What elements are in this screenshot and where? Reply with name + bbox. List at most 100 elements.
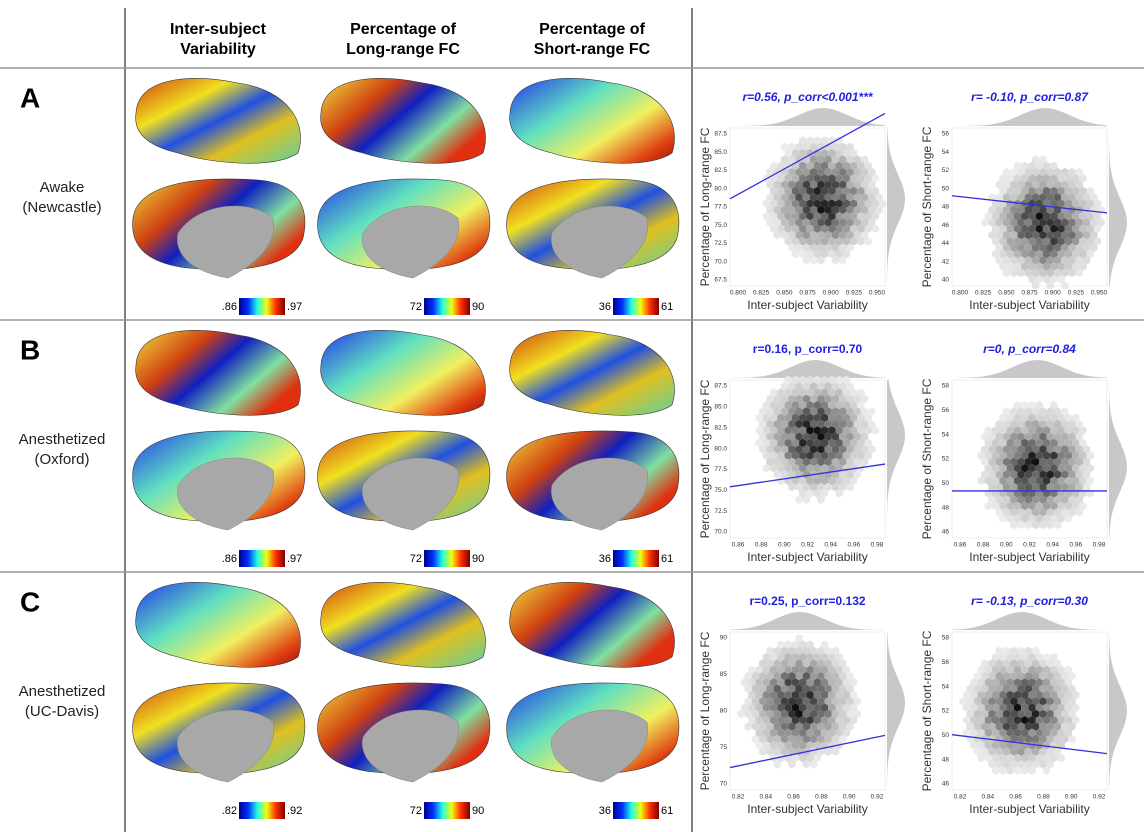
- row-label: Anesthetized: [19, 683, 106, 700]
- x-axis-label: Inter-subject Variability: [747, 298, 868, 312]
- y-tick-label: 75.0: [714, 487, 727, 494]
- x-tick-label: 0.950: [1091, 290, 1108, 297]
- marginal-hist: [730, 612, 885, 630]
- y-tick-label: 50: [942, 480, 950, 487]
- x-tick-label: 0.90: [843, 794, 856, 801]
- x-tick-label: 0.84: [981, 794, 994, 801]
- colorbar-min: .86: [222, 553, 237, 565]
- marginal-hist: [887, 632, 905, 790]
- x-tick-label: 0.850: [776, 290, 793, 297]
- x-tick-label: 0.86: [732, 542, 745, 549]
- y-tick-label: 56: [942, 131, 950, 138]
- x-axis-label: Inter-subject Variability: [969, 298, 1090, 312]
- x-tick-label: 0.98: [1093, 542, 1106, 549]
- colorbar: [239, 802, 285, 819]
- y-axis-label: Percentage of Long-range FC: [698, 127, 712, 286]
- x-tick-label: 0.86: [954, 542, 967, 549]
- y-tick-label: 72.5: [714, 240, 727, 247]
- x-tick-label: 0.88: [815, 794, 828, 801]
- row-label: Anesthetized: [19, 431, 106, 448]
- y-tick-label: 52: [942, 167, 950, 174]
- x-tick-label: 0.800: [730, 290, 747, 297]
- y-tick-label: 42: [942, 258, 950, 265]
- x-tick-label: 0.88: [755, 542, 768, 549]
- colorbar-max: .97: [287, 301, 302, 313]
- x-tick-label: 0.92: [801, 542, 814, 549]
- x-tick-label: 0.950: [869, 290, 886, 297]
- x-tick-label: 0.90: [1000, 542, 1013, 549]
- colorbar-max: .97: [287, 553, 302, 565]
- y-tick-label: 70.0: [714, 258, 727, 265]
- y-tick-label: 85: [720, 671, 728, 678]
- colorbar: [613, 550, 659, 567]
- x-tick-label: 0.84: [759, 794, 772, 801]
- x-tick-label: 0.90: [778, 542, 791, 549]
- x-tick-label: 0.875: [1021, 290, 1038, 297]
- y-tick-label: 85.0: [714, 404, 727, 411]
- x-tick-label: 0.92: [1023, 542, 1036, 549]
- y-tick-label: 87.5: [714, 131, 727, 138]
- colorbar-min: 36: [599, 553, 611, 565]
- colorbar-min: 36: [599, 301, 611, 313]
- y-tick-label: 52: [942, 708, 950, 715]
- column-header: Variability: [180, 41, 256, 58]
- y-tick-label: 67.5: [714, 277, 727, 284]
- colorbar-max: 90: [472, 301, 484, 313]
- y-tick-label: 50: [942, 732, 950, 739]
- x-tick-label: 0.94: [824, 542, 837, 549]
- plot-title: r=0.56, p_corr<0.001***: [742, 90, 873, 104]
- x-axis-label: Inter-subject Variability: [747, 802, 868, 816]
- y-tick-label: 48: [942, 504, 950, 511]
- y-tick-label: 58: [942, 635, 950, 642]
- y-tick-label: 40: [942, 277, 950, 284]
- column-header: Inter-subject: [170, 21, 267, 38]
- brain-lateral: [510, 330, 675, 415]
- x-tick-label: 0.96: [1070, 542, 1083, 549]
- colorbar: [424, 802, 470, 819]
- y-tick-label: 70: [720, 781, 728, 788]
- brain-lateral: [321, 78, 486, 163]
- brain-lateral: [136, 330, 301, 415]
- colorbar-max: 61: [661, 805, 673, 817]
- y-tick-label: 80: [720, 708, 728, 715]
- colorbar-min: .82: [222, 805, 237, 817]
- column-header: Percentage of: [350, 21, 456, 38]
- y-tick-label: 46: [942, 222, 950, 229]
- row-label: Awake: [40, 179, 85, 196]
- y-axis-label: Percentage of Long-range FC: [698, 631, 712, 790]
- y-tick-label: 54: [942, 149, 950, 156]
- colorbar-min: 72: [410, 301, 422, 313]
- y-tick-label: 50: [942, 185, 950, 192]
- figure: Inter-subjectVariabilityPercentage ofLon…: [0, 0, 1144, 832]
- y-tick-label: 56: [942, 407, 950, 414]
- x-tick-label: 0.900: [1045, 290, 1062, 297]
- colorbar-max: .92: [287, 805, 302, 817]
- colorbar-max: 90: [472, 553, 484, 565]
- y-tick-label: 85.0: [714, 149, 727, 156]
- column-header: Percentage of: [539, 21, 645, 38]
- x-tick-label: 0.800: [952, 290, 969, 297]
- x-tick-label: 0.825: [975, 290, 992, 297]
- x-tick-label: 0.86: [787, 794, 800, 801]
- x-tick-label: 0.94: [1046, 542, 1059, 549]
- colorbar: [239, 298, 285, 315]
- panel-letter: A: [20, 82, 40, 113]
- x-tick-label: 0.925: [846, 290, 863, 297]
- row-label: (Newcastle): [22, 199, 101, 216]
- y-tick-label: 44: [942, 240, 950, 247]
- plot-title: r=0, p_corr=0.84: [983, 342, 1076, 356]
- y-tick-label: 82.5: [714, 424, 727, 431]
- colorbar-min: .86: [222, 301, 237, 313]
- y-tick-label: 56: [942, 659, 950, 666]
- panel-letter: C: [20, 586, 40, 617]
- colorbar: [613, 802, 659, 819]
- x-axis-label: Inter-subject Variability: [969, 802, 1090, 816]
- y-tick-label: 70.0: [714, 529, 727, 536]
- colorbar-min: 72: [410, 553, 422, 565]
- row-label: (Oxford): [34, 451, 89, 468]
- y-tick-label: 75.0: [714, 222, 727, 229]
- marginal-hist: [1109, 380, 1127, 538]
- x-axis-label: Inter-subject Variability: [747, 550, 868, 564]
- y-tick-label: 54: [942, 431, 950, 438]
- brain-lateral: [510, 582, 675, 667]
